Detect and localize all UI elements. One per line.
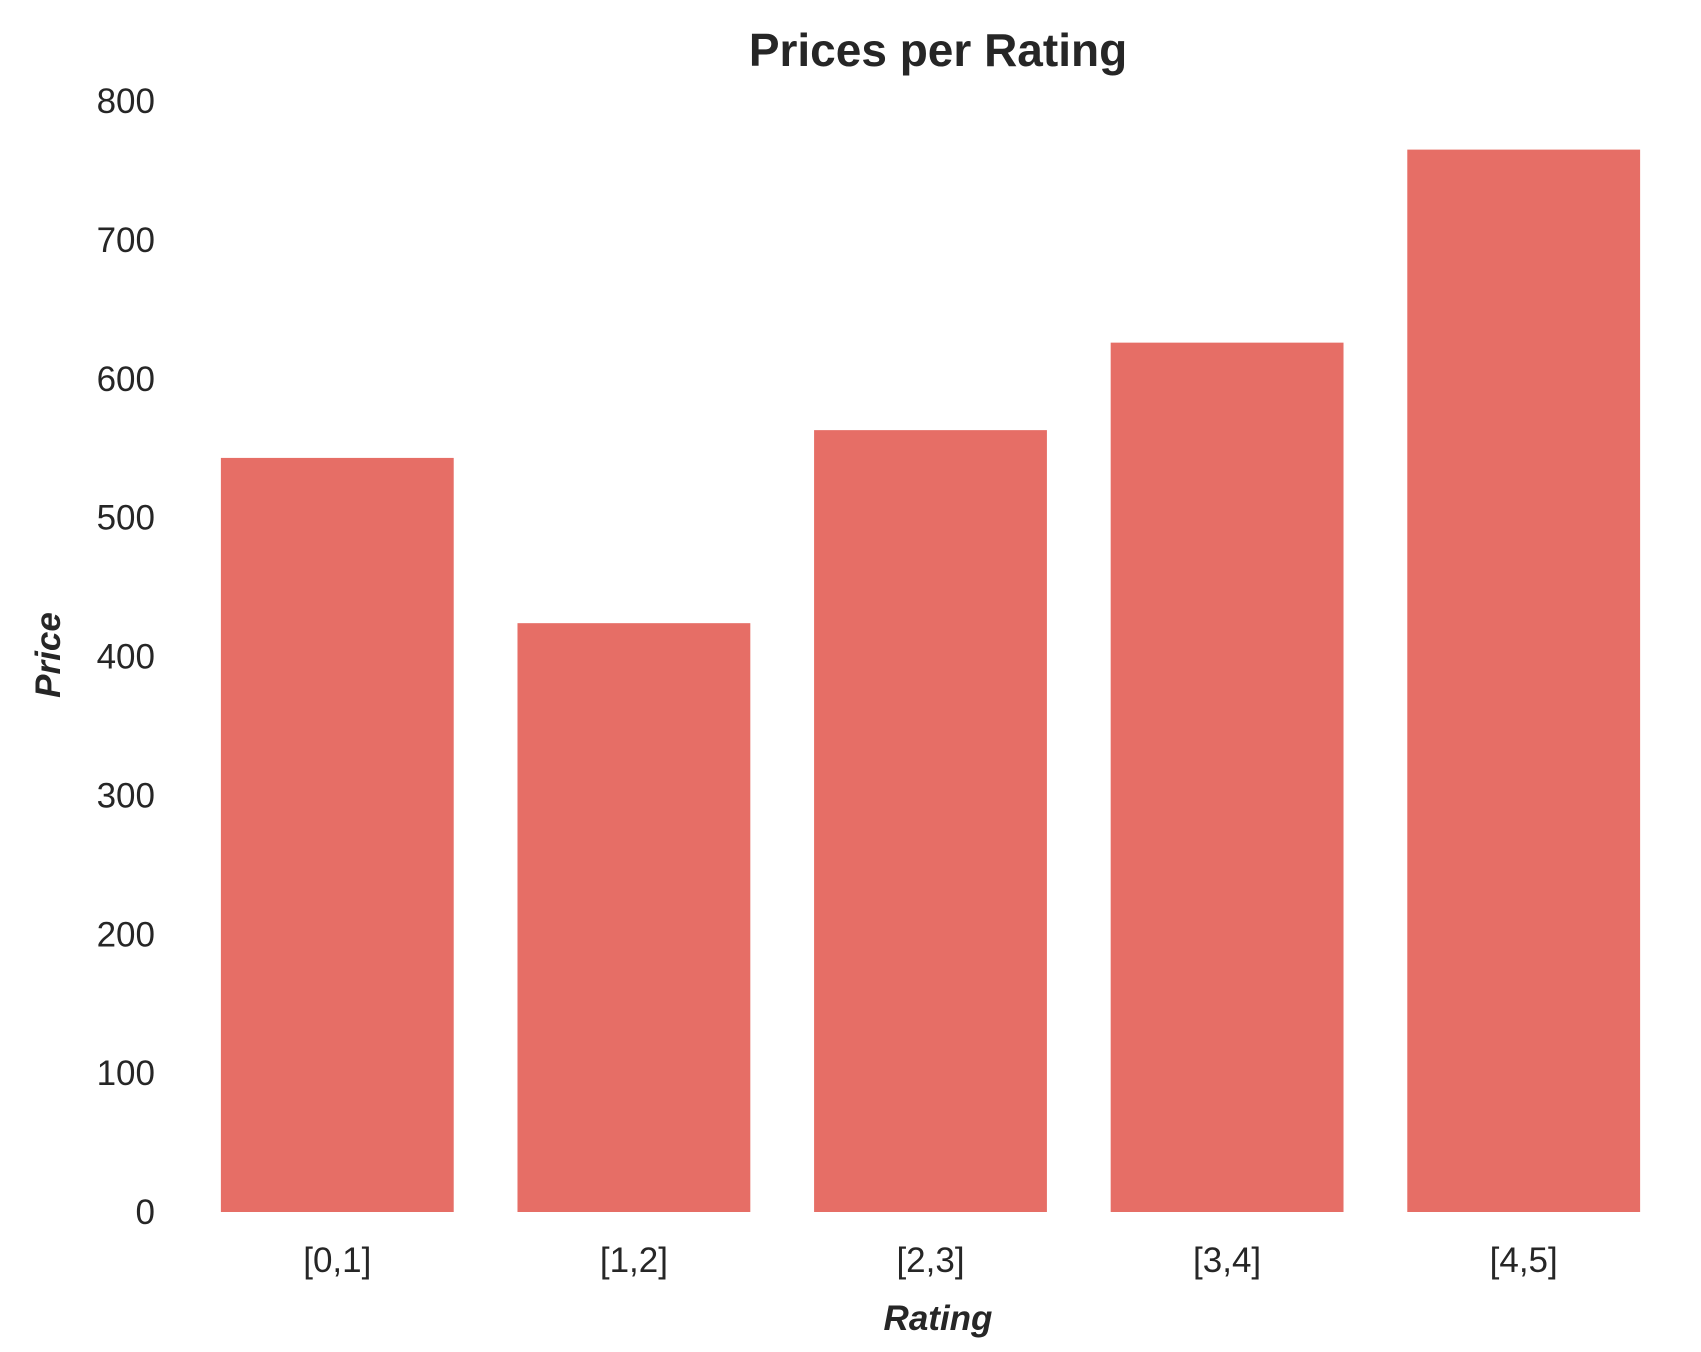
x-axis-ticks: [0,1] [1,2] [2,3] [3,4] [4,5]: [303, 1241, 1558, 1280]
y-tick-label: 100: [97, 1054, 155, 1093]
y-tick-label: 500: [97, 499, 155, 538]
x-tick-label: [4,5]: [1490, 1241, 1558, 1280]
bar-2: [814, 430, 1047, 1212]
chart-title: Prices per Rating: [749, 24, 1127, 76]
x-axis-label: Rating: [884, 1299, 993, 1338]
bar-3: [1110, 342, 1344, 1213]
y-axis-label: Price: [29, 612, 68, 698]
y-axis-ticks: 0 100 200 300 400 500 600 700 800: [97, 82, 155, 1232]
x-tick-label: [0,1]: [303, 1241, 371, 1280]
x-tick-label: [3,4]: [1193, 1241, 1261, 1280]
bar-0: [220, 457, 454, 1212]
y-tick-label: 700: [97, 221, 155, 260]
y-tick-label: 300: [97, 776, 155, 815]
y-tick-label: 800: [97, 82, 155, 121]
x-tick-label: [2,3]: [896, 1241, 964, 1280]
bars: [220, 149, 1641, 1213]
y-tick-label: 200: [97, 915, 155, 954]
y-tick-label: 600: [97, 360, 155, 399]
x-tick-label: [1,2]: [600, 1241, 668, 1280]
bar-4: [1407, 149, 1641, 1213]
y-tick-label: 0: [136, 1193, 155, 1232]
y-tick-label: 400: [97, 638, 155, 677]
bar-1: [517, 623, 751, 1212]
